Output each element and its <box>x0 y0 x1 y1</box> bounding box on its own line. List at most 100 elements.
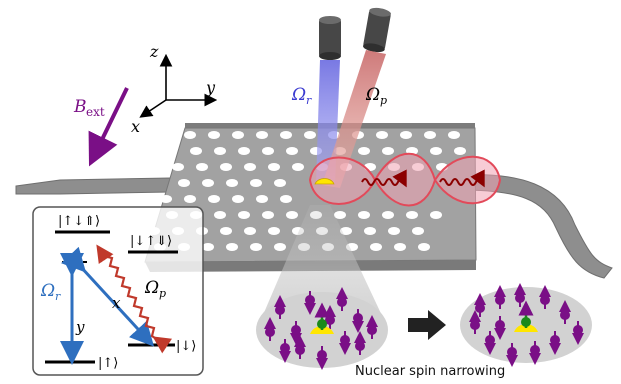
inset-omega-r-label: Ω <box>40 281 55 301</box>
crystal-hole <box>262 211 274 219</box>
crystal-hole <box>178 179 190 187</box>
nuclear-spin <box>354 331 366 355</box>
crystal-hole <box>370 243 382 251</box>
nuclear-spin <box>494 316 506 340</box>
crystal-hole <box>430 147 442 155</box>
emission-cone <box>260 205 385 322</box>
axis-x-label: x <box>131 117 140 136</box>
crystal-hole <box>304 131 316 139</box>
crystal-hole <box>274 179 286 187</box>
crystal-hole <box>250 179 262 187</box>
crystal-hole <box>202 243 214 251</box>
crystal-hole <box>382 147 394 155</box>
laser-beam-omega-p <box>322 50 386 188</box>
axis-z-label: z <box>149 42 159 61</box>
nuclear-spin <box>469 310 481 334</box>
omega-p-transition-arrow <box>96 244 173 354</box>
nuclear-spin <box>304 291 316 315</box>
crystal-hole <box>220 163 232 171</box>
state-bottom-right-label: |↓⟩ <box>176 339 196 354</box>
nuclear-spin <box>549 331 561 355</box>
state-top-label: |↑↓⇑⟩ <box>58 214 100 229</box>
nuclear-spins-before <box>256 287 388 370</box>
crystal-hole <box>394 243 406 251</box>
crystal-hole <box>280 195 292 203</box>
nuclear-spin <box>559 300 571 324</box>
omega-r-beam-label: Ω <box>291 85 306 105</box>
inset-omega-p-subscript: p <box>159 287 166 300</box>
pol-y-label: y <box>75 318 85 336</box>
crystal-hole <box>214 211 226 219</box>
axis-y-label: y <box>205 78 216 97</box>
crystal-hole <box>208 131 220 139</box>
crystal-hole <box>400 131 412 139</box>
crystal-hole <box>244 163 256 171</box>
crystal-hole <box>334 211 346 219</box>
crystal-hole <box>358 211 370 219</box>
nuclear-spin <box>539 285 551 309</box>
photon-wavepacket-1 <box>361 169 407 188</box>
crystal-hole <box>202 179 214 187</box>
crystal-hole <box>250 243 262 251</box>
narrowing-arrow <box>408 310 446 340</box>
nuclear-spin <box>294 335 306 359</box>
crystal-hole <box>244 227 256 235</box>
crystal-hole <box>256 195 268 203</box>
cavity-mode <box>308 152 502 207</box>
nuclear-spins-after <box>460 283 592 367</box>
crystal-hole <box>364 227 376 235</box>
crystal-hole <box>190 147 202 155</box>
nuclear-spin <box>336 287 348 311</box>
crystal-hole <box>232 195 244 203</box>
crystal-hole <box>454 147 466 155</box>
crystal-hole <box>208 195 220 203</box>
crystal-hole <box>382 211 394 219</box>
crystal-hole <box>268 163 280 171</box>
crystal-hole <box>280 131 292 139</box>
crystal-hole <box>268 227 280 235</box>
crystal-hole <box>430 211 442 219</box>
state-mid-label: |↓↑⇓⟩ <box>130 234 172 249</box>
crystal-hole <box>406 211 418 219</box>
nuclear-spin <box>339 331 351 355</box>
crystal-hole <box>262 147 274 155</box>
nuclear-spin <box>529 341 541 365</box>
crystal-hole <box>232 131 244 139</box>
crystal-hole <box>256 131 268 139</box>
nuclear-spin <box>366 315 378 339</box>
left-waveguide <box>15 177 171 195</box>
crystal-hole <box>388 227 400 235</box>
omega-p-beam-label: Ω <box>365 85 380 105</box>
crystal-hole <box>160 195 172 203</box>
photon-wavepacket-2 <box>439 169 485 188</box>
crystal-hole <box>412 227 424 235</box>
inset-omega-p-label: Ω <box>144 278 159 298</box>
nuclear-spin <box>572 321 584 345</box>
energy-level-inset: |↑↓⇑⟩ |↓↑⇓⟩ |↑⟩ |↓⟩ Ω r Ω p x y <box>32 206 204 376</box>
crystal-hole <box>424 131 436 139</box>
crystal-hole <box>274 243 286 251</box>
crystal-hole <box>184 195 196 203</box>
crystal-hole <box>172 163 184 171</box>
crystal-hole <box>376 131 388 139</box>
caption-nuclear-spin-narrowing: Nuclear spin narrowing <box>355 364 506 379</box>
quantum-dot <box>314 178 335 185</box>
pol-x-label: x <box>112 294 121 312</box>
nuclear-spin <box>279 339 291 363</box>
objective-left <box>319 16 341 60</box>
nuclear-spin <box>352 309 364 333</box>
crystal-hole <box>214 147 226 155</box>
crystal-hole <box>226 243 238 251</box>
crystal-hole <box>292 163 304 171</box>
crystal-hole <box>286 211 298 219</box>
b-ext-label: B <box>73 97 87 117</box>
state-bottom-left-label: |↑⟩ <box>98 356 118 371</box>
electron-spin-dot <box>310 302 334 334</box>
coordinate-axes: z y x <box>131 42 218 136</box>
nuclear-spin <box>484 331 496 355</box>
crystal-hole <box>220 227 232 235</box>
crystal-hole <box>238 147 250 155</box>
nuclear-spin <box>494 285 506 309</box>
crystal-hole <box>418 243 430 251</box>
crystal-hole <box>358 147 370 155</box>
